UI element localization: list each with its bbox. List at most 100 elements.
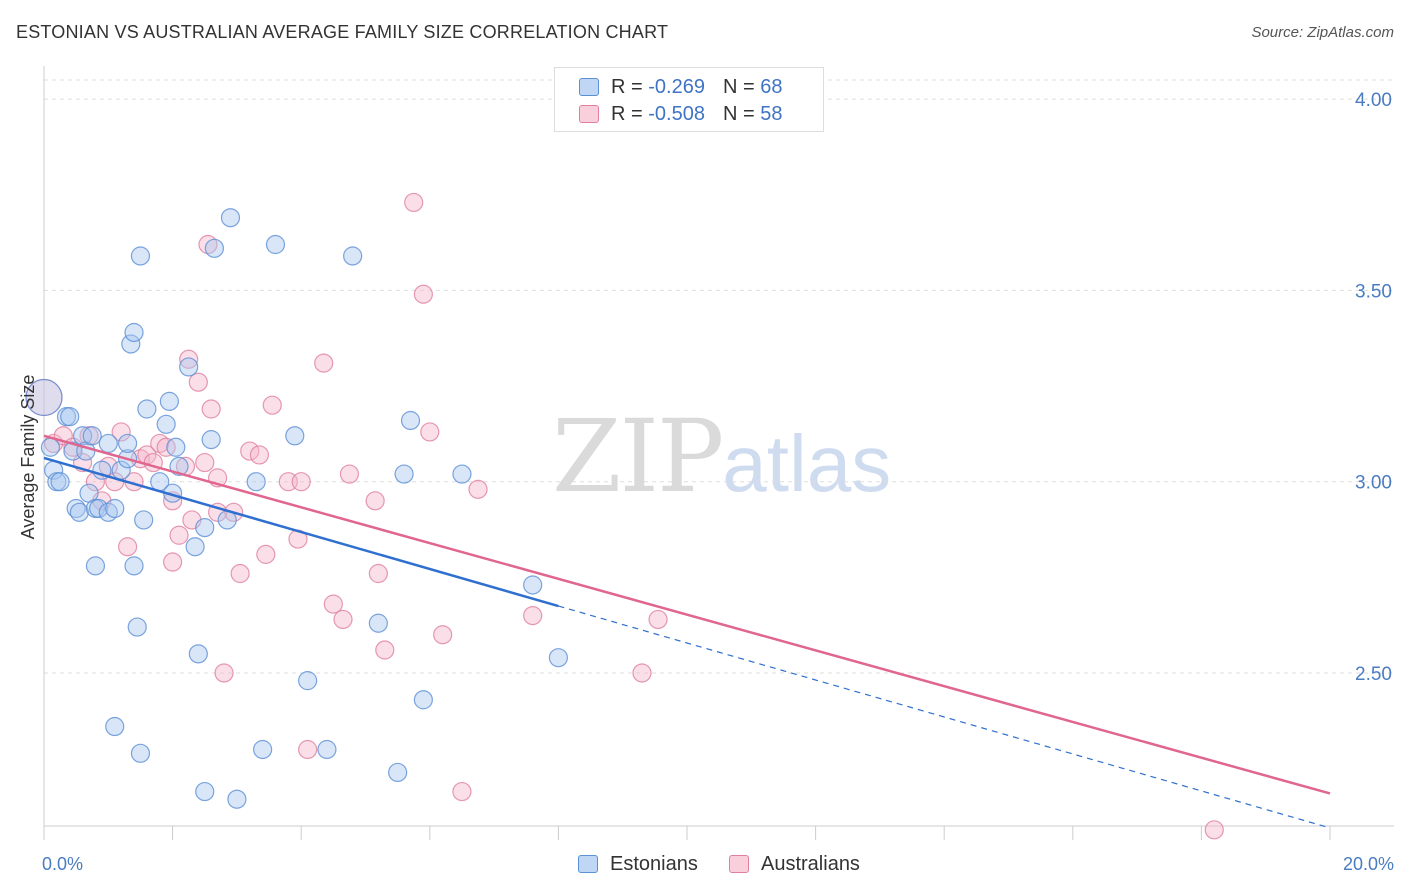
estonian-point (317, 739, 337, 760)
estonian-point (227, 789, 247, 809)
estonian-point (195, 781, 215, 802)
estonian-point (452, 464, 472, 484)
estonian-point (159, 391, 179, 411)
australian-point (169, 525, 189, 545)
australian-point (179, 349, 199, 369)
australian-point (468, 479, 488, 499)
estonian-point (85, 556, 106, 576)
legend-n-value: 58 (760, 102, 783, 125)
legend-r-value: -0.508 (648, 102, 705, 125)
estonian-point (121, 334, 141, 354)
y-tick-label: 4.00 (1355, 90, 1392, 111)
estonian-point (127, 617, 147, 637)
australian-point (420, 422, 440, 442)
estonian-point (130, 246, 151, 266)
legend-n-label: N = (722, 102, 755, 125)
estonian-point (368, 613, 388, 633)
estonian-point (137, 399, 157, 419)
estonian-point (60, 407, 80, 427)
estonian-point (130, 743, 151, 763)
australian-point (201, 399, 221, 419)
x-tick-label: 20.0% (1343, 854, 1394, 874)
australian-point (249, 445, 270, 465)
estonian-point (117, 433, 138, 454)
estonian-point (298, 671, 318, 691)
estonian-point (72, 426, 93, 446)
estonians-points (25, 208, 569, 809)
australian-point (339, 464, 360, 484)
australian-point (333, 609, 353, 630)
australian-point (523, 605, 543, 626)
estonian-point (400, 410, 421, 431)
legend-row-estonians: R = -0.269 N = 68 (579, 75, 782, 99)
estonians-trendline-extension (558, 605, 1331, 829)
legend-n-value: 68 (760, 75, 783, 98)
gridlines (44, 79, 1394, 674)
axes (43, 66, 1394, 840)
estonian-point (220, 208, 241, 228)
bottom-legend-estonians: Estonians (578, 851, 698, 877)
australian-point (375, 640, 395, 660)
legend-swatch-australians (579, 105, 599, 123)
estonian-point (124, 556, 144, 576)
correlation-legend: R = -0.269 N = 68 R = -0.508 N = 58 (554, 67, 824, 132)
australian-point (452, 781, 472, 802)
estonian-point (124, 322, 144, 343)
australian-point (404, 192, 424, 213)
estonian-point (179, 357, 199, 377)
australian-point (163, 552, 183, 572)
australian-point (256, 544, 276, 564)
watermark: ZIPatlas (552, 398, 891, 515)
estonian-point (25, 378, 63, 417)
estonian-point (246, 472, 266, 492)
estonian-point (105, 716, 125, 737)
estonian-point (98, 433, 118, 454)
australian-point (323, 594, 343, 614)
estonian-point (548, 648, 569, 668)
estonian-point (89, 498, 109, 519)
australian-point (365, 491, 385, 511)
legend-r-label: R = (611, 102, 643, 125)
legend-r-label: R = (611, 75, 643, 98)
estonian-point (285, 426, 305, 446)
estonian-point (204, 238, 224, 258)
australian-point (632, 663, 652, 683)
source-label: Source: ZipAtlas.com (1251, 24, 1394, 41)
bottom-legend-label-estonians: Estonians (610, 852, 698, 875)
australian-point (413, 284, 433, 304)
estonian-point (343, 246, 363, 266)
estonian-point (388, 762, 408, 783)
bottom-legend-swatch-australians (729, 855, 749, 873)
estonian-point (265, 234, 286, 255)
australian-point (291, 472, 311, 492)
estonian-point (156, 414, 176, 434)
australians-trendline (43, 434, 1331, 795)
estonian-point (134, 510, 154, 530)
australian-point (111, 422, 131, 442)
estonian-point (105, 498, 125, 519)
estonian-point (185, 537, 205, 557)
australian-point (214, 663, 234, 683)
australian-point (230, 563, 250, 584)
estonian-point (413, 690, 433, 710)
estonian-point (166, 437, 186, 457)
estonian-point (82, 426, 102, 446)
y-tick-label: 3.50 (1355, 281, 1392, 302)
australian-point (433, 625, 453, 645)
x-tick-label: 0.0% (42, 854, 83, 874)
tick-labels: 2.50 3.00 3.50 4.00 0.0% 20.0% (42, 90, 1394, 874)
australian-point (156, 437, 176, 457)
australian-point (240, 441, 260, 461)
legend-row-australians: R = -0.508 N = 58 (579, 102, 782, 126)
estonian-point (394, 464, 414, 484)
australian-point (368, 563, 388, 584)
estonian-point (40, 437, 61, 457)
legend-swatch-estonians (579, 78, 599, 96)
bottom-legend-swatch-estonians (578, 855, 598, 873)
australian-point (188, 372, 208, 392)
watermark-atlas: atlas (722, 419, 892, 508)
australian-point (195, 452, 215, 473)
chart-title: ESTONIAN VS AUSTRALIAN AVERAGE FAMILY SI… (16, 22, 669, 42)
bottom-legend-australians: Australians (729, 851, 860, 877)
